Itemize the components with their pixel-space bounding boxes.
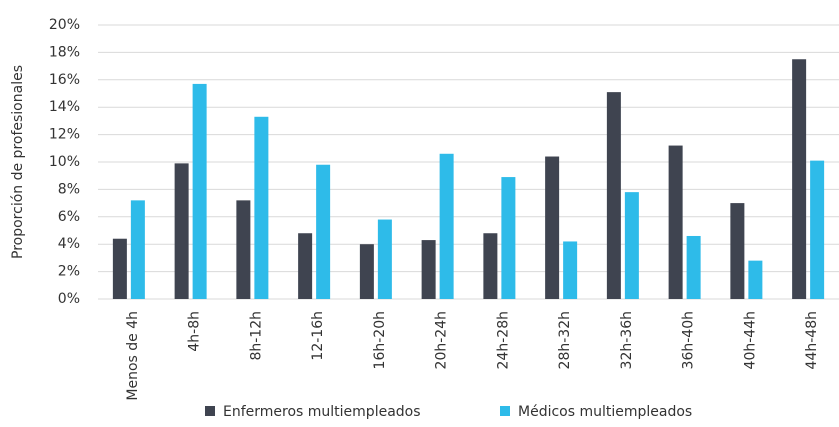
- bar: [730, 203, 745, 299]
- y-tick-label: 20%: [49, 17, 80, 33]
- x-tick-label: 40h-44h: [742, 311, 758, 369]
- legend-label: Médicos multiempleados: [518, 404, 692, 420]
- bar: [606, 92, 621, 299]
- y-tick-label: 12%: [49, 127, 80, 143]
- y-tick-label: 4%: [58, 236, 80, 252]
- bar: [174, 163, 189, 299]
- bar: [668, 145, 683, 299]
- x-tick-label: 36h-40h: [681, 311, 697, 369]
- bar: [810, 160, 825, 299]
- bar: [192, 83, 207, 299]
- legend-swatch: [500, 406, 510, 416]
- bar: [501, 177, 516, 299]
- bar: [563, 241, 578, 299]
- bar: [130, 200, 145, 299]
- x-tick-label: 24h-28h: [495, 311, 511, 369]
- x-tick-label: 4h-8h: [187, 311, 203, 352]
- x-tick-label: 28h-32h: [557, 311, 573, 369]
- y-tick-label: 6%: [58, 209, 80, 225]
- x-tick-label: 16h-20h: [372, 311, 388, 369]
- y-tick-label: 18%: [49, 44, 80, 60]
- x-tick-label: 8h-12h: [248, 311, 264, 361]
- bar: [624, 192, 639, 299]
- y-tick-label: 0%: [58, 291, 80, 307]
- bar: [236, 200, 251, 299]
- x-tick-label: 12-16h: [310, 311, 326, 361]
- bar: [112, 238, 127, 299]
- bar: [439, 153, 454, 299]
- bar: [254, 116, 269, 299]
- bar: [316, 164, 331, 299]
- y-tick-label: 10%: [49, 154, 80, 170]
- bar: [483, 233, 498, 299]
- bar: [545, 156, 560, 299]
- bar: [298, 233, 313, 299]
- bar: [748, 260, 763, 299]
- legend-label: Enfermeros multiempleados: [223, 404, 421, 420]
- x-tick-label: Menos de 4h: [125, 311, 141, 401]
- y-axis-title: Proporción de profesionales: [10, 65, 26, 259]
- y-tick-label: 16%: [49, 72, 80, 88]
- bar: [421, 240, 436, 299]
- bar: [686, 235, 701, 299]
- x-tick-label: 32h-36h: [619, 311, 635, 369]
- bar: [792, 59, 807, 299]
- bar: [359, 244, 374, 299]
- legend-swatch: [205, 406, 215, 416]
- y-tick-label: 2%: [58, 264, 80, 280]
- y-tick-label: 8%: [58, 181, 80, 197]
- bar: [377, 219, 392, 299]
- x-tick-label: 44h-48h: [804, 311, 820, 369]
- x-tick-label: 20h-24h: [434, 311, 450, 369]
- y-tick-label: 14%: [49, 99, 80, 115]
